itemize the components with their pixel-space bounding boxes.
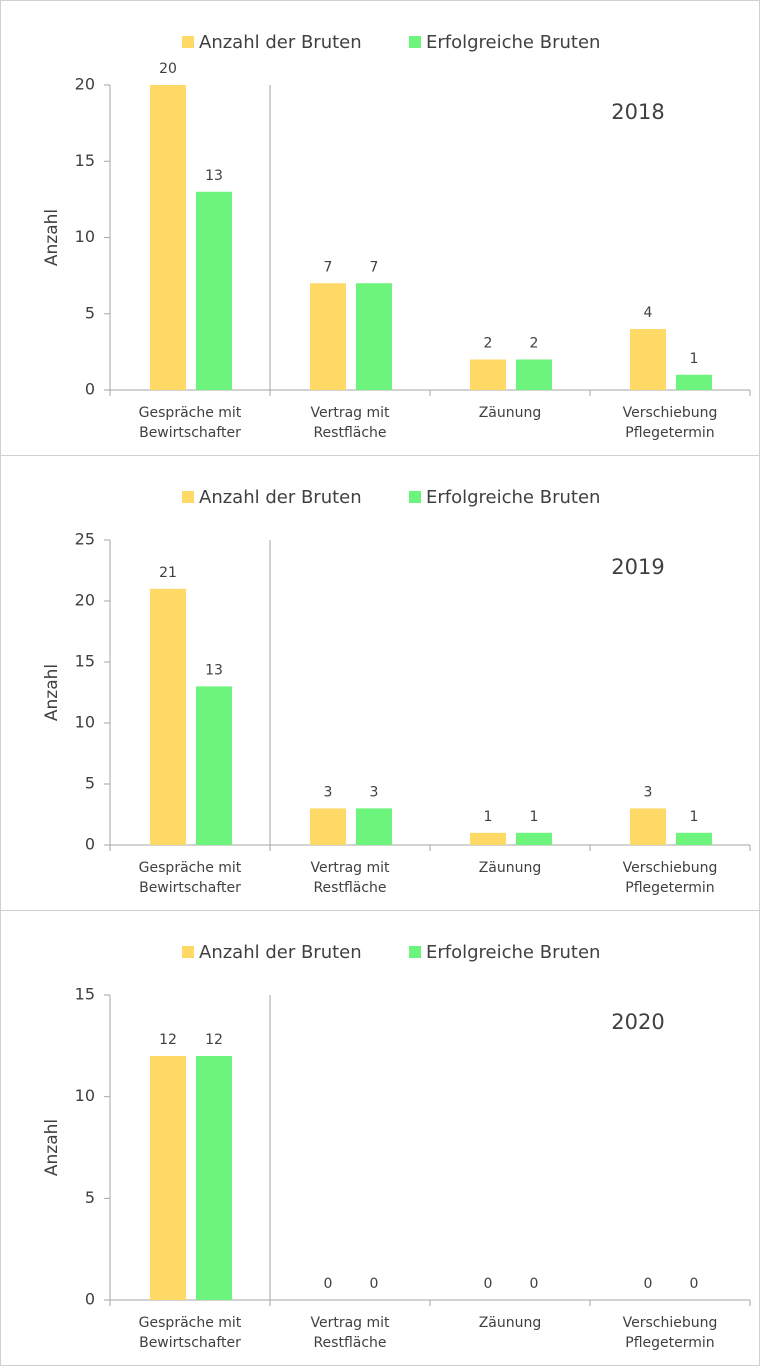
legend-label: Anzahl der Bruten bbox=[199, 942, 362, 963]
x-tick-label: Gespräche mit bbox=[139, 860, 242, 876]
legend-label: Anzahl der Bruten bbox=[199, 32, 362, 53]
y-tick-label: 15 bbox=[75, 652, 95, 671]
bar bbox=[470, 832, 506, 845]
value-label: 7 bbox=[324, 259, 333, 275]
bar bbox=[516, 832, 552, 845]
value-label: 0 bbox=[690, 1276, 699, 1292]
value-label: 2 bbox=[484, 336, 493, 352]
legend-label: Anzahl der Bruten bbox=[199, 487, 362, 508]
bar bbox=[196, 1056, 232, 1300]
y-tick-label: 20 bbox=[75, 75, 95, 94]
legend-swatch bbox=[409, 36, 421, 48]
y-tick-label: 10 bbox=[75, 227, 95, 246]
x-tick-label: Restfläche bbox=[313, 1335, 386, 1351]
bar bbox=[356, 283, 392, 390]
annotation: 2020 bbox=[611, 1010, 664, 1034]
x-tick-label: Bewirtschafter bbox=[139, 880, 241, 896]
value-label: 1 bbox=[484, 809, 493, 825]
x-tick-label: Restfläche bbox=[313, 425, 386, 441]
x-tick-label: Gespräche mit bbox=[139, 405, 242, 421]
legend-label: Erfolgreiche Bruten bbox=[426, 942, 600, 963]
bar bbox=[356, 808, 392, 845]
bar bbox=[470, 359, 506, 390]
value-label: 13 bbox=[205, 168, 223, 184]
bar bbox=[150, 1056, 186, 1300]
x-tick-label: Pflegetermin bbox=[625, 880, 714, 896]
x-tick-label: Zäunung bbox=[479, 405, 542, 421]
annotation: 2018 bbox=[611, 100, 664, 124]
y-tick-label: 0 bbox=[85, 1290, 95, 1309]
y-axis-label: Anzahl bbox=[42, 209, 62, 266]
y-tick-label: 0 bbox=[85, 380, 95, 399]
y-axis-label: Anzahl bbox=[42, 1119, 62, 1176]
value-label: 0 bbox=[530, 1276, 539, 1292]
value-label: 0 bbox=[324, 1276, 333, 1292]
value-label: 7 bbox=[370, 259, 379, 275]
bar bbox=[150, 588, 186, 845]
bar bbox=[196, 191, 232, 390]
x-tick-label: Zäunung bbox=[479, 1315, 542, 1331]
y-tick-label: 5 bbox=[85, 303, 95, 322]
x-tick-label: Restfläche bbox=[313, 880, 386, 896]
value-label: 13 bbox=[205, 662, 223, 678]
y-tick-label: 5 bbox=[85, 1188, 95, 1207]
x-tick-label: Gespräche mit bbox=[139, 1315, 242, 1331]
value-label: 20 bbox=[159, 61, 177, 77]
value-label: 1 bbox=[690, 351, 699, 367]
value-label: 21 bbox=[159, 565, 177, 581]
y-tick-label: 5 bbox=[85, 774, 95, 793]
y-tick-label: 0 bbox=[85, 835, 95, 854]
y-tick-label: 10 bbox=[75, 713, 95, 732]
x-tick-label: Vertrag mit bbox=[310, 860, 390, 876]
value-label: 3 bbox=[324, 784, 333, 800]
x-tick-label: Pflegetermin bbox=[625, 425, 714, 441]
bar bbox=[310, 283, 346, 390]
value-label: 2 bbox=[530, 336, 539, 352]
legend-swatch bbox=[182, 946, 194, 958]
y-tick-label: 15 bbox=[75, 985, 95, 1004]
y-tick-label: 20 bbox=[75, 591, 95, 610]
x-tick-label: Verschiebung bbox=[623, 405, 718, 421]
y-tick-label: 10 bbox=[75, 1086, 95, 1105]
x-tick-label: Pflegetermin bbox=[625, 1335, 714, 1351]
legend-swatch bbox=[409, 946, 421, 958]
x-tick-label: Vertrag mit bbox=[310, 405, 390, 421]
bar bbox=[630, 329, 666, 390]
value-label: 1 bbox=[530, 809, 539, 825]
value-label: 0 bbox=[484, 1276, 493, 1292]
bar bbox=[196, 686, 232, 845]
value-label: 3 bbox=[370, 784, 379, 800]
value-label: 12 bbox=[159, 1032, 177, 1048]
x-tick-label: Vertrag mit bbox=[310, 1315, 390, 1331]
bar bbox=[310, 808, 346, 845]
value-label: 4 bbox=[644, 305, 653, 321]
bar bbox=[676, 832, 712, 845]
bar bbox=[676, 374, 712, 390]
legend-swatch bbox=[409, 491, 421, 503]
x-tick-label: Verschiebung bbox=[623, 1315, 718, 1331]
x-tick-label: Verschiebung bbox=[623, 860, 718, 876]
x-tick-label: Bewirtschafter bbox=[139, 425, 241, 441]
legend-swatch bbox=[182, 36, 194, 48]
y-tick-label: 25 bbox=[75, 530, 95, 549]
value-label: 0 bbox=[644, 1276, 653, 1292]
annotation: 2019 bbox=[611, 555, 664, 579]
value-label: 3 bbox=[644, 784, 653, 800]
value-label: 0 bbox=[370, 1276, 379, 1292]
x-tick-label: Bewirtschafter bbox=[139, 1335, 241, 1351]
value-label: 12 bbox=[205, 1032, 223, 1048]
bar bbox=[630, 808, 666, 845]
y-axis-label: Anzahl bbox=[42, 664, 62, 721]
legend-label: Erfolgreiche Bruten bbox=[426, 487, 600, 508]
x-tick-label: Zäunung bbox=[479, 860, 542, 876]
bar bbox=[150, 85, 186, 390]
legend-label: Erfolgreiche Bruten bbox=[426, 32, 600, 53]
bar bbox=[516, 359, 552, 390]
value-label: 1 bbox=[690, 809, 699, 825]
y-tick-label: 15 bbox=[75, 151, 95, 170]
legend-swatch bbox=[182, 491, 194, 503]
